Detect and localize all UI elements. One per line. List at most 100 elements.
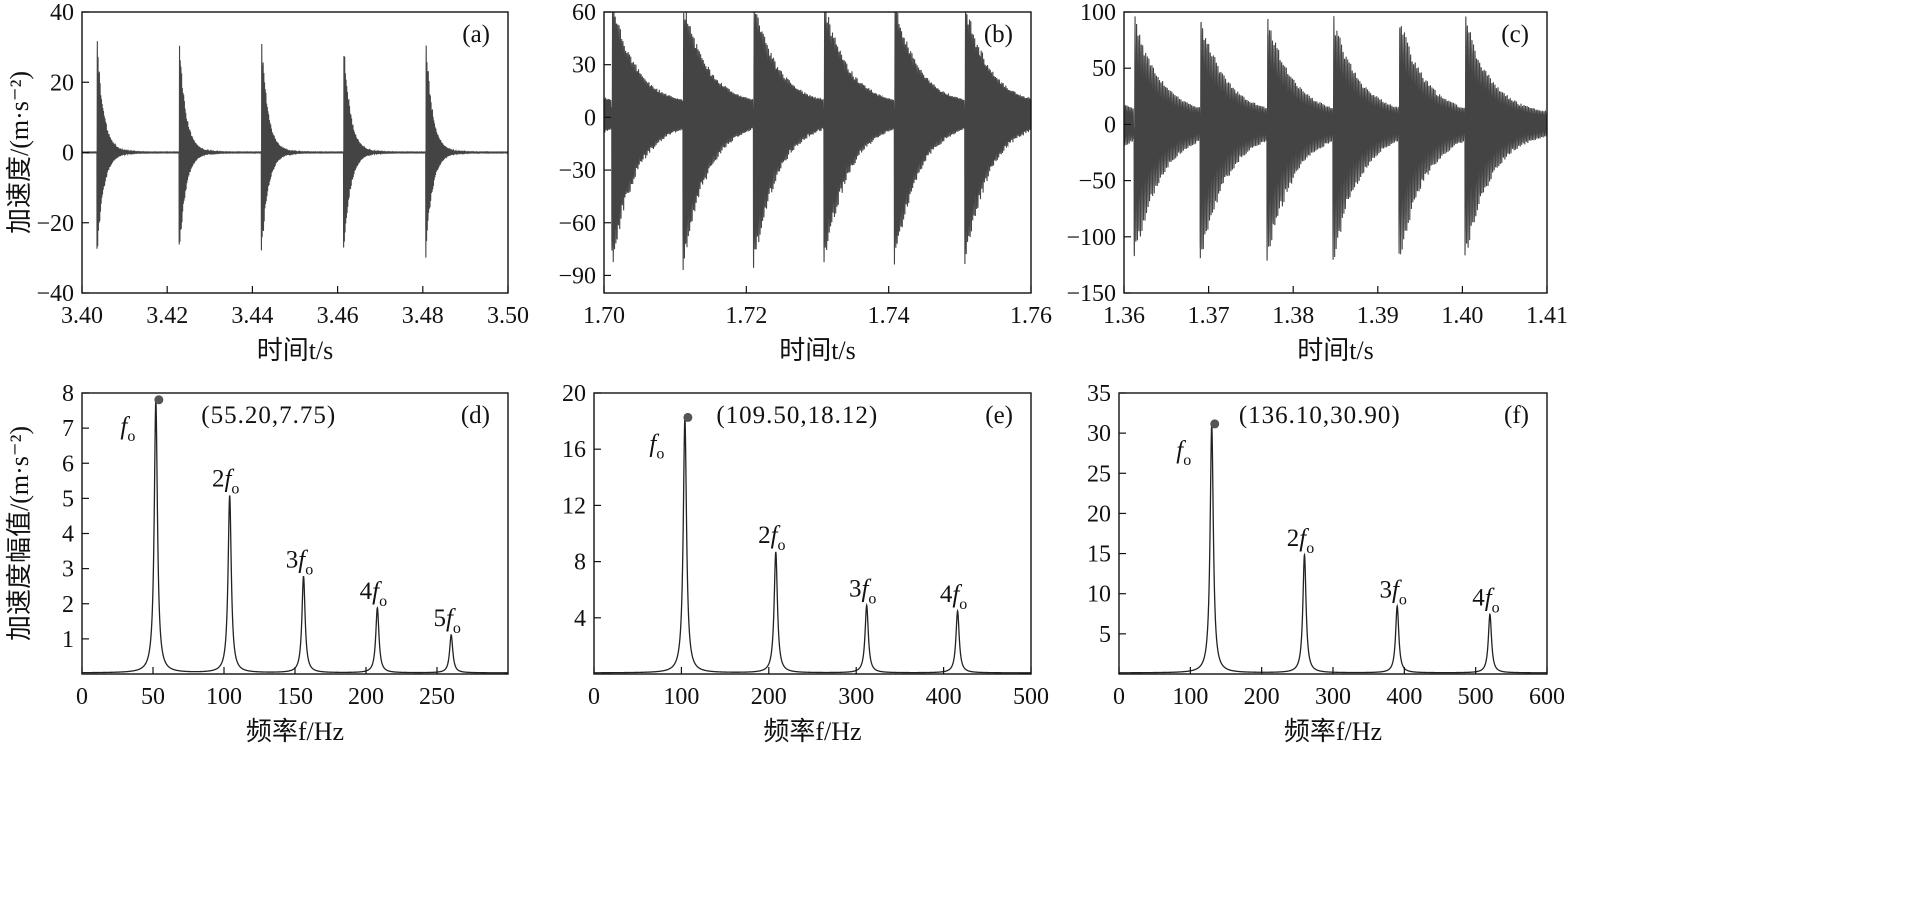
y-tick-label-e: 8: [574, 550, 586, 576]
panel-label-f: (f): [1504, 402, 1529, 429]
harmonic-label: 2fo: [212, 466, 239, 498]
peak-marker-f: [1210, 419, 1220, 429]
y-tick-label-b: 30: [572, 53, 596, 79]
y-tick-label-d: 8: [62, 381, 74, 407]
peak-annotation-f: (136.10,30.90): [1239, 402, 1401, 429]
peak-label-f-1: fo: [1176, 437, 1191, 469]
harmonic-label: fo: [649, 430, 664, 462]
x-tick-label-f: 0: [1113, 684, 1125, 710]
x-axis-title-d: 频率f/Hz: [246, 717, 344, 746]
peak-label-d-1: fo: [120, 413, 135, 445]
series-line-c: [1124, 16, 1547, 261]
peak-label-e-1: fo: [649, 430, 664, 462]
y-tick-label-c: 50: [1092, 56, 1116, 82]
panel-label-c: (c): [1501, 21, 1529, 48]
x-tick-label-b: 1.72: [725, 303, 767, 329]
y-tick-label-f: 20: [1087, 501, 1111, 527]
panel-label-d: (d): [461, 402, 490, 429]
x-tick-label-c: 1.40: [1441, 303, 1483, 329]
x-tick-label-e: 100: [663, 684, 699, 710]
x-tick-label-a: 3.44: [231, 303, 273, 329]
panel-e: fo 2fo 3fo 4fo (109.50,18.12) 0 100 200 300 400 50…: [562, 381, 1049, 746]
spectrum-line-e: [594, 418, 1031, 674]
x-tick-label-b: 1.74: [868, 303, 910, 329]
x-tick-label-f: 500: [1458, 684, 1494, 710]
y-tick-label-e: 4: [574, 606, 586, 632]
peak-label-d-2: 2fo: [212, 466, 239, 498]
y-tick-label-d: 5: [62, 486, 74, 512]
x-tick-label-d: 100: [206, 684, 242, 710]
panel-label-b: (b): [984, 21, 1013, 48]
panel-label-e: (e): [985, 402, 1013, 429]
y-tick-label-e: 20: [562, 381, 586, 407]
x-tick-label-e: 0: [588, 684, 600, 710]
x-tick-label-a: 3.48: [402, 303, 444, 329]
x-tick-label-e: 300: [838, 684, 874, 710]
peak-label-f-3: 3fo: [1379, 576, 1406, 608]
peak-label-e-3: 3fo: [849, 576, 876, 608]
y-axis-title-d: 加速度幅值/(m·s⁻²): [5, 426, 34, 641]
x-tick-label-f: 400: [1386, 684, 1422, 710]
y-tick-label-e: 12: [562, 493, 586, 519]
peak-label-e-2: 2fo: [758, 522, 785, 554]
y-axis-title-a: 加速度/(m·s⁻²): [5, 71, 34, 234]
x-tick-label-c: 1.37: [1188, 303, 1230, 329]
y-tick-label-c: −150: [1066, 281, 1116, 307]
y-tick-label-b: −90: [558, 263, 596, 289]
y-tick-label-d: 4: [62, 522, 74, 548]
y-tick-label-a: −20: [36, 211, 74, 237]
peak-annotation-d: (55.20,7.75): [201, 402, 336, 429]
x-axis-title-f: 频率f/Hz: [1284, 717, 1382, 746]
x-tick-label-a: 3.42: [146, 303, 188, 329]
peak-label-d-5: 5fo: [433, 605, 460, 637]
x-tick-label-c: 1.36: [1103, 303, 1145, 329]
peak-label-f-4: 4fo: [1472, 584, 1499, 616]
series-line-a: [82, 41, 508, 258]
plot-frame-e: [593, 392, 1032, 675]
peak-label-d-3: 3fo: [286, 546, 313, 578]
panel-a: 3.40 3.42 3.44 3.46 3.48 3.50 40 20 0 −20 −40 (a) 时间…: [5, 0, 529, 365]
series-line-b: [604, 12, 1031, 270]
y-tick-label-d: 6: [62, 451, 74, 477]
peak-marker-e: [683, 412, 693, 422]
y-tick-label-d: 2: [62, 592, 74, 618]
panel-c: 1.36 1.37 1.38 1.39 1.40 1.41 100 50 0 −50 −100 −15…: [1066, 0, 1568, 365]
x-tick-label-b: 1.76: [1010, 303, 1052, 329]
x-axis-title-b: 时间t/s: [779, 336, 856, 365]
harmonic-label: 2fo: [1287, 525, 1314, 557]
peak-label-d-4: 4fo: [360, 578, 387, 610]
y-tick-label-f: 5: [1099, 622, 1111, 648]
y-tick-label-f: 25: [1087, 461, 1111, 487]
x-tick-label-c: 1.38: [1272, 303, 1314, 329]
harmonic-label: 5fo: [433, 605, 460, 637]
x-tick-label-d: 50: [141, 684, 165, 710]
y-tick-label-c: 0: [1104, 112, 1116, 138]
panel-b: 1.70 1.72 1.74 1.76 60 30 0 −30 −60 −90 (b) 时间t/s: [558, 0, 1052, 365]
peak-label-f-2: 2fo: [1287, 525, 1314, 557]
y-tick-label-d: 1: [62, 627, 74, 653]
y-tick-label-c: −100: [1066, 225, 1116, 251]
panel-label-a: (a): [462, 21, 490, 48]
x-tick-label-d: 250: [419, 684, 455, 710]
panel-f: fo 2fo 3fo 4fo (136.10,30.90) 0 100 200 300 400 50…: [1087, 381, 1565, 746]
y-tick-label-d: 3: [62, 557, 74, 583]
y-tick-label-e: 16: [562, 437, 586, 463]
y-tick-label-b: −60: [558, 211, 596, 237]
y-tick-label-b: 60: [572, 0, 596, 26]
y-tick-label-c: 100: [1080, 0, 1116, 26]
x-tick-label-a: 3.46: [317, 303, 359, 329]
peak-marker-d: [154, 395, 164, 405]
x-tick-label-f: 600: [1529, 684, 1565, 710]
y-tick-label-f: 10: [1087, 582, 1111, 608]
y-tick-label-c: −50: [1078, 169, 1116, 195]
harmonic-label: 3fo: [286, 546, 313, 578]
x-tick-label-c: 1.41: [1526, 303, 1568, 329]
y-tick-label-f: 15: [1087, 542, 1111, 568]
x-tick-label-a: 3.40: [61, 303, 103, 329]
x-tick-label-f: 100: [1172, 684, 1208, 710]
y-tick-label-b: 0: [584, 105, 596, 131]
x-tick-label-d: 150: [277, 684, 313, 710]
x-tick-label-b: 1.70: [583, 303, 625, 329]
y-tick-label-f: 30: [1087, 421, 1111, 447]
